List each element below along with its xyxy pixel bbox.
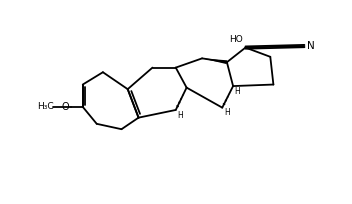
Text: N: N: [307, 41, 314, 51]
Text: HO: HO: [230, 35, 243, 44]
Text: H: H: [224, 108, 230, 118]
Text: H: H: [235, 87, 240, 96]
Text: H: H: [177, 111, 183, 120]
Text: H₃C: H₃C: [37, 102, 54, 111]
Text: O: O: [62, 102, 70, 112]
Polygon shape: [202, 58, 227, 64]
